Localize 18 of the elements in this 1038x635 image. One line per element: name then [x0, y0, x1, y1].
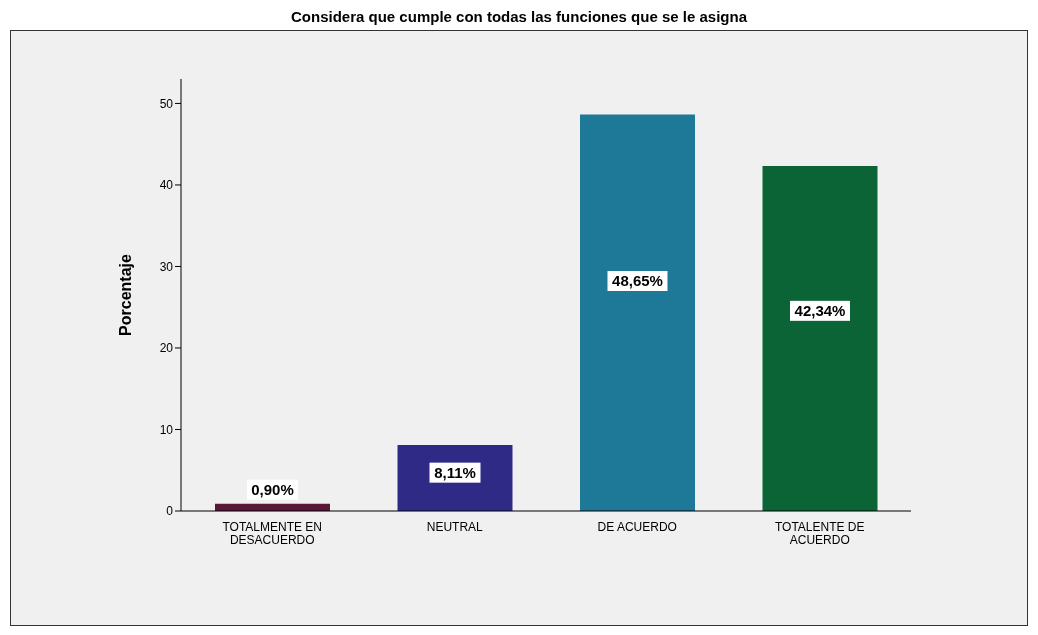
y-tick-label: 10 — [159, 422, 174, 437]
y-tick-label: 20 — [159, 341, 174, 356]
data-label: 0,90% — [251, 480, 294, 498]
x-tick-label: DE ACUERDO — [597, 520, 677, 534]
x-tick-label: NEUTRAL — [426, 520, 484, 534]
data-label: 48,65% — [612, 272, 663, 289]
bar — [762, 165, 878, 511]
data-label: 8,11% — [434, 463, 476, 481]
y-axis-title: Porcentaje — [116, 253, 134, 336]
y-tick-label: 30 — [159, 259, 174, 274]
x-tick-label: TOTALMENTE EN DESACUERDO — [222, 520, 323, 547]
x-tick-label: TOTALENTE DE ACUERDO — [774, 520, 865, 547]
data-label: 42,34% — [794, 301, 846, 319]
y-tick-label: 0 — [166, 504, 174, 519]
chart-title: Considera que cumple con todas las funciones que se le asigna — [290, 8, 748, 27]
y-tick-label: 50 — [159, 96, 174, 111]
bar — [580, 114, 695, 511]
y-tick-label: 40 — [159, 178, 174, 193]
